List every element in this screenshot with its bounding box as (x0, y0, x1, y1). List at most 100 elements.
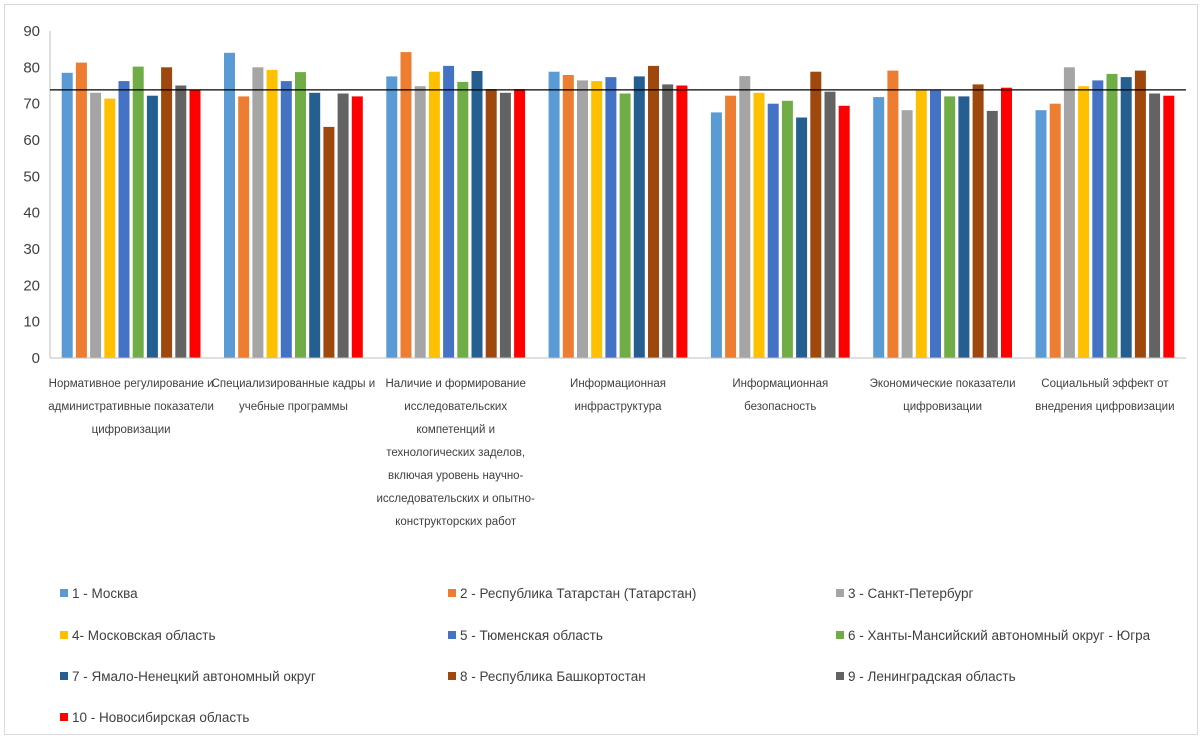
bar (428, 71, 440, 358)
bar (810, 71, 822, 358)
bar (400, 52, 412, 358)
bar (633, 76, 645, 359)
x-category-label: технологических заделов, (386, 447, 525, 459)
bar (710, 112, 722, 359)
legend-label: 3 - Санкт-Петербург (848, 586, 973, 601)
x-category-label: инфраструктура (574, 401, 662, 413)
legend-label: 1 - Москва (72, 586, 138, 601)
bar (662, 84, 674, 359)
bar (118, 81, 130, 358)
bar (386, 76, 398, 359)
bar (767, 103, 779, 358)
legend-swatch (836, 631, 844, 639)
bar (944, 96, 956, 359)
x-category-label: Наличие и формирование (386, 378, 526, 390)
bar (591, 81, 603, 358)
legend-swatch (60, 631, 68, 639)
legend-swatch (448, 672, 456, 680)
bar (1092, 80, 1104, 359)
bar (1063, 67, 1075, 359)
bar (548, 71, 560, 358)
y-tick-label: 80 (23, 59, 40, 76)
bar (1106, 73, 1118, 359)
legend-label: 7 - Ямало-Ненецкий автономный округ (72, 669, 316, 684)
bar (838, 105, 850, 358)
bar (1049, 103, 1061, 358)
bar (796, 117, 808, 358)
bar (75, 62, 87, 358)
x-category-label: Социальный эффект от (1041, 378, 1169, 390)
bar (132, 66, 144, 358)
bar (414, 86, 426, 358)
y-tick-label: 50 (23, 168, 40, 185)
bar (887, 70, 899, 358)
legend-label: 2 - Республика Татарстан (Татарстан) (460, 586, 696, 601)
x-category-label: Информационная (732, 378, 828, 390)
y-tick-label: 30 (23, 241, 40, 258)
bar (471, 71, 483, 358)
bar (146, 95, 158, 358)
legend-swatch (60, 713, 68, 721)
bar (457, 81, 469, 359)
legend-label: 9 - Ленинградская область (848, 669, 1016, 684)
bar (309, 92, 321, 359)
x-category-label: Экономические показатели (870, 378, 1016, 390)
bar (323, 126, 335, 359)
bar (725, 95, 737, 358)
legend-swatch (836, 589, 844, 597)
bar (238, 96, 250, 359)
bar (295, 72, 306, 358)
bar (986, 110, 998, 359)
bar (351, 96, 363, 359)
bar (280, 81, 292, 358)
bar (104, 98, 116, 358)
bar (958, 96, 970, 359)
bar (1120, 77, 1132, 358)
legend-swatch (60, 589, 68, 597)
x-category-label: цифровизации (92, 424, 171, 436)
x-category-label: учебные программы (239, 401, 348, 413)
legend-label: 8 - Республика Башкортостан (460, 669, 646, 684)
x-category-label: Информационная (570, 378, 666, 390)
y-tick-label: 0 (32, 350, 40, 367)
bar (485, 89, 497, 358)
y-tick-label: 60 (23, 132, 40, 149)
bar (901, 110, 913, 358)
bar (443, 65, 455, 359)
x-category-label: внедрения цифровизации (1035, 401, 1174, 413)
bar (824, 91, 836, 358)
x-category-label: включая уровень научно- (388, 470, 524, 482)
y-tick-label: 20 (23, 277, 40, 294)
bar (648, 65, 659, 359)
bar (1035, 110, 1047, 358)
bar (972, 84, 984, 359)
bar (1078, 86, 1090, 358)
bar (739, 76, 751, 358)
x-category-label: компетенций и (416, 424, 495, 436)
bar (1163, 95, 1175, 358)
legend-label: 5 - Тюменская область (460, 628, 603, 643)
bar (619, 93, 631, 358)
legend-swatch (60, 672, 68, 680)
bar (676, 85, 688, 358)
bar (61, 72, 73, 359)
bar (161, 67, 173, 359)
bar (1001, 87, 1012, 358)
bar (562, 75, 574, 358)
y-tick-label: 40 (23, 205, 40, 222)
bar (781, 100, 793, 359)
bar (577, 80, 588, 359)
bar (514, 89, 526, 358)
legend-swatch (448, 589, 456, 597)
bar (175, 85, 187, 358)
x-category-label: исследовательских (404, 401, 507, 413)
bar (266, 69, 278, 359)
x-category-label: Нормативное регулирование и (49, 378, 214, 390)
y-tick-label: 90 (23, 23, 40, 40)
bar (252, 67, 264, 359)
x-category-label: безопасность (744, 401, 816, 413)
legend-label: 10 - Новосибирская область (72, 710, 249, 725)
bar (1149, 93, 1161, 358)
legend-label: 6 - Ханты-Мансийский автономный округ - … (848, 628, 1151, 643)
